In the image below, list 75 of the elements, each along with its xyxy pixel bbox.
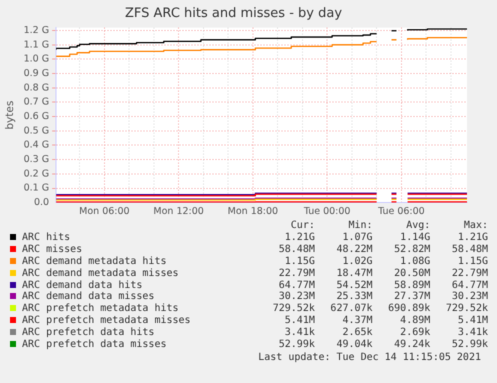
text: 52.99k [278, 339, 315, 351]
text: 58.48M [450, 244, 488, 256]
text: 1.15G [284, 256, 315, 268]
text: 30.23M [450, 291, 488, 303]
text: 20.50M [393, 268, 430, 280]
legend-label: ARC hits [21, 232, 72, 244]
text: 18.47M [335, 268, 373, 280]
text: Min: [347, 220, 373, 232]
legend-label: ARC demand data hits [21, 280, 144, 291]
text: 58.48M [278, 244, 315, 256]
y-tick-label: 0.1 G [24, 182, 50, 194]
x-tick-label: Mon 18:00 [228, 206, 278, 217]
y-tick-label: 0.3 G [24, 154, 50, 166]
text: 1.21G [284, 232, 315, 244]
text: 48.22M [335, 244, 373, 256]
x-tick-label: Mon 12:00 [153, 206, 204, 217]
text: 27.37M [393, 291, 430, 303]
text: 4.37M [341, 315, 373, 327]
text: 5.41M [284, 315, 315, 327]
text: 1.08G [399, 256, 430, 268]
text: 1.15G [456, 256, 488, 268]
text: 1.21G [456, 232, 488, 244]
legend-label: ARC demand metadata misses [21, 268, 180, 280]
x-tick-label: Mon 06:00 [79, 206, 130, 217]
text: Avg: [405, 220, 430, 232]
y-tick-label: 1.1 G [24, 39, 50, 50]
text: 690.89k [387, 303, 430, 316]
text: 627.07k [329, 303, 373, 316]
y-tick-label: 0.0 [34, 197, 50, 208]
legend-label: ARC prefetch metadata hits [21, 303, 180, 315]
text: Last update: Tue Dec 14 11:15:05 2021 [258, 352, 481, 363]
text: 1.07G [341, 232, 373, 244]
y-axis-title: bytes [4, 100, 16, 130]
y-tick-label: 1.0 G [24, 54, 50, 65]
x-tick-label: Tue 00:00 [302, 206, 350, 217]
text: 22.79M [278, 268, 315, 280]
text: 3.41k [284, 327, 315, 339]
text: 64.77M [450, 280, 488, 292]
text: 729.52k [444, 303, 488, 316]
legend-label: ARC prefetch metadata misses [21, 315, 192, 327]
text: 2.69k [399, 327, 430, 339]
text: 1.02G [341, 256, 373, 268]
text: 4.89M [399, 315, 430, 327]
text: Max: [462, 220, 488, 232]
chart-title: ZFS ARC hits and misses - by day [124, 6, 342, 22]
y-tick-label: 0.4 G [24, 140, 50, 151]
legend-label: ARC prefetch data hits [21, 327, 156, 339]
y-tick-label: 0.8 G [24, 82, 50, 94]
text: 64.77M [278, 280, 315, 292]
text: 3.41k [456, 327, 488, 339]
legend-label: ARC misses [21, 244, 84, 256]
text: 49.24k [393, 339, 430, 351]
y-tick-label: 1.2 G [24, 24, 50, 36]
y-tick-label: 0.6 G [24, 111, 50, 122]
text: 49.04k [335, 339, 373, 351]
y-tick-label: 0.7 G [24, 96, 50, 108]
text: 52.82M [393, 244, 430, 256]
text: 54.52M [335, 280, 373, 292]
text: 30.23M [278, 291, 315, 303]
text: 729.52k [272, 303, 315, 316]
text: 25.33M [335, 291, 373, 303]
text: 1.14G [399, 232, 430, 244]
text: Cur: [290, 220, 315, 232]
legend-label: ARC demand data misses [21, 291, 156, 303]
legend-label: ARC demand metadata hits [21, 256, 168, 268]
text: 52.99k [450, 339, 488, 351]
text: 5.41M [456, 315, 488, 327]
text: 22.79M [450, 268, 488, 280]
legend-label: ARC prefetch data misses [21, 339, 168, 351]
y-tick-label: 0.9 G [24, 68, 50, 79]
y-tick-label: 0.5 G [24, 125, 50, 136]
text: 2.65k [341, 327, 373, 339]
text: 58.89M [393, 280, 430, 292]
x-tick-label: Tue 06:00 [377, 206, 425, 217]
y-tick-label: 0.2 G [24, 168, 50, 180]
